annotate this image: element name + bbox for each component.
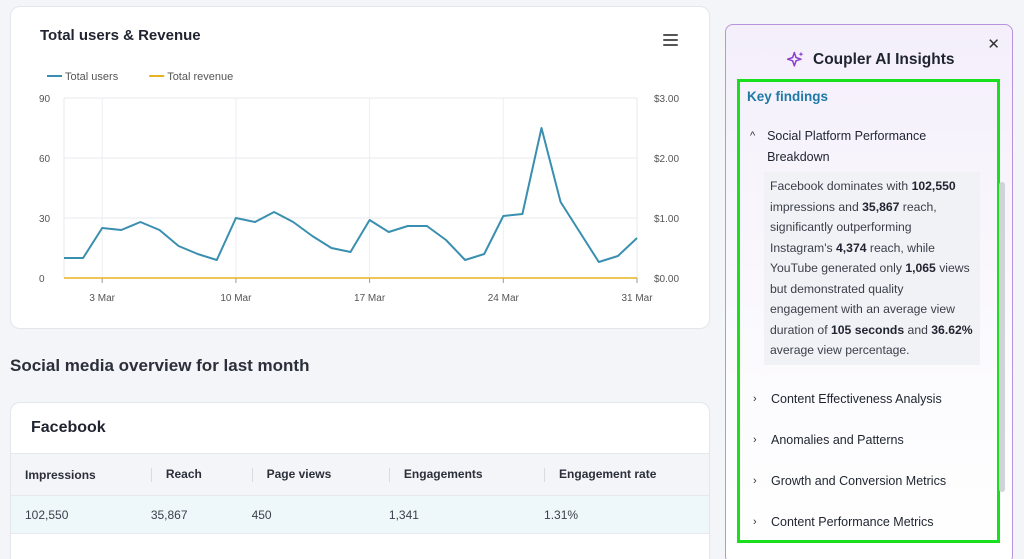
line-chart: 0 30 60 90 $0.00 $1.00 $2.00 $3.00 3 Mar 10 Mar 17…	[39, 71, 679, 304]
sparkle-icon	[786, 51, 804, 67]
accordion-item-label: Social Platform Performance Breakdown	[767, 129, 927, 164]
y-right-tick-label: $3.00	[654, 94, 679, 105]
chevron-up-icon: ^	[750, 130, 756, 142]
key-findings-label: Key findings	[747, 89, 829, 104]
section-heading: Social media overview for last month	[10, 356, 310, 375]
y-right-tick-label: $2.00	[654, 154, 679, 165]
hamburger-menu-icon[interactable]	[663, 34, 678, 48]
y-left-tick-label: 30	[39, 214, 51, 225]
y-left-tick-label: 90	[39, 94, 51, 105]
column-header-engagements[interactable]: Engagements	[374, 453, 531, 496]
y-left-tick-label: 0	[39, 274, 45, 285]
finding-text: Facebook dominates with 102,550 impressi…	[764, 172, 980, 365]
accordion-item-label: Content Effectiveness Analysis	[771, 392, 942, 406]
table-row: 102,550 35,867 450 1,341 1.31%	[11, 495, 709, 534]
legend-entry: Total revenue	[167, 71, 233, 83]
x-tick-label: 17 Mar	[354, 293, 386, 304]
x-tick-label: 31 Mar	[621, 293, 653, 304]
legend-entry: Total users	[65, 71, 119, 83]
table-cell: 450	[237, 495, 375, 534]
y-right-tick-label: $1.00	[654, 214, 679, 225]
table-cell: 1.31%	[530, 495, 709, 534]
chevron-right-icon: ›	[753, 393, 757, 405]
table-cell: 1,341	[374, 495, 531, 534]
accordion-item-content-performance[interactable]: › Content Performance Metrics	[753, 515, 934, 529]
ai-panel-title: Coupler AI Insights	[813, 51, 955, 68]
accordion-item-label: Growth and Conversion Metrics	[771, 474, 947, 488]
series-line-total-users	[64, 127, 638, 263]
accordion-item-social-platform[interactable]: ^ Social Platform Performance Breakdown	[750, 126, 975, 168]
column-header-engagement-rate[interactable]: Engagement rate	[530, 453, 709, 496]
column-header-page-views[interactable]: Page views	[237, 453, 375, 496]
facebook-card: Facebook Impressions Reach Page views En…	[10, 402, 710, 559]
close-icon[interactable]: ✕	[987, 36, 1000, 53]
y-right-tick-label: $0.00	[654, 274, 679, 285]
x-tick-label: 10 Mar	[220, 293, 252, 304]
x-tick-label: 24 Mar	[488, 293, 520, 304]
facebook-title: Facebook	[31, 419, 106, 436]
accordion-item-content-effectiveness[interactable]: › Content Effectiveness Analysis	[753, 392, 942, 406]
table-cell: 102,550	[11, 495, 137, 534]
y-left-tick-label: 60	[39, 154, 51, 165]
x-tick-label: 3 Mar	[89, 293, 115, 304]
column-header-impressions[interactable]: Impressions	[11, 453, 137, 496]
column-header-reach[interactable]: Reach	[136, 453, 238, 496]
accordion-item-anomalies[interactable]: › Anomalies and Patterns	[753, 433, 904, 447]
chevron-right-icon: ›	[753, 475, 757, 487]
chart-card: Total users & Revenue 0 30 60 90 $0.00 $1.00 $…	[10, 6, 710, 329]
chevron-right-icon: ›	[753, 434, 757, 446]
ai-panel-header: Coupler AI Insights	[786, 50, 955, 70]
chevron-right-icon: ›	[753, 516, 757, 528]
table-cell: 35,867	[136, 495, 238, 534]
accordion-item-label: Content Performance Metrics	[771, 515, 934, 529]
scrollbar[interactable]	[999, 182, 1005, 492]
accordion-item-growth[interactable]: › Growth and Conversion Metrics	[753, 474, 946, 488]
key-findings-highlight: Key findings ^ Social Platform Performan…	[737, 79, 1000, 543]
accordion-item-label: Anomalies and Patterns	[771, 433, 904, 447]
facebook-table: Impressions Reach Page views Engagements…	[11, 453, 709, 534]
chart-title: Total users & Revenue	[40, 27, 201, 44]
